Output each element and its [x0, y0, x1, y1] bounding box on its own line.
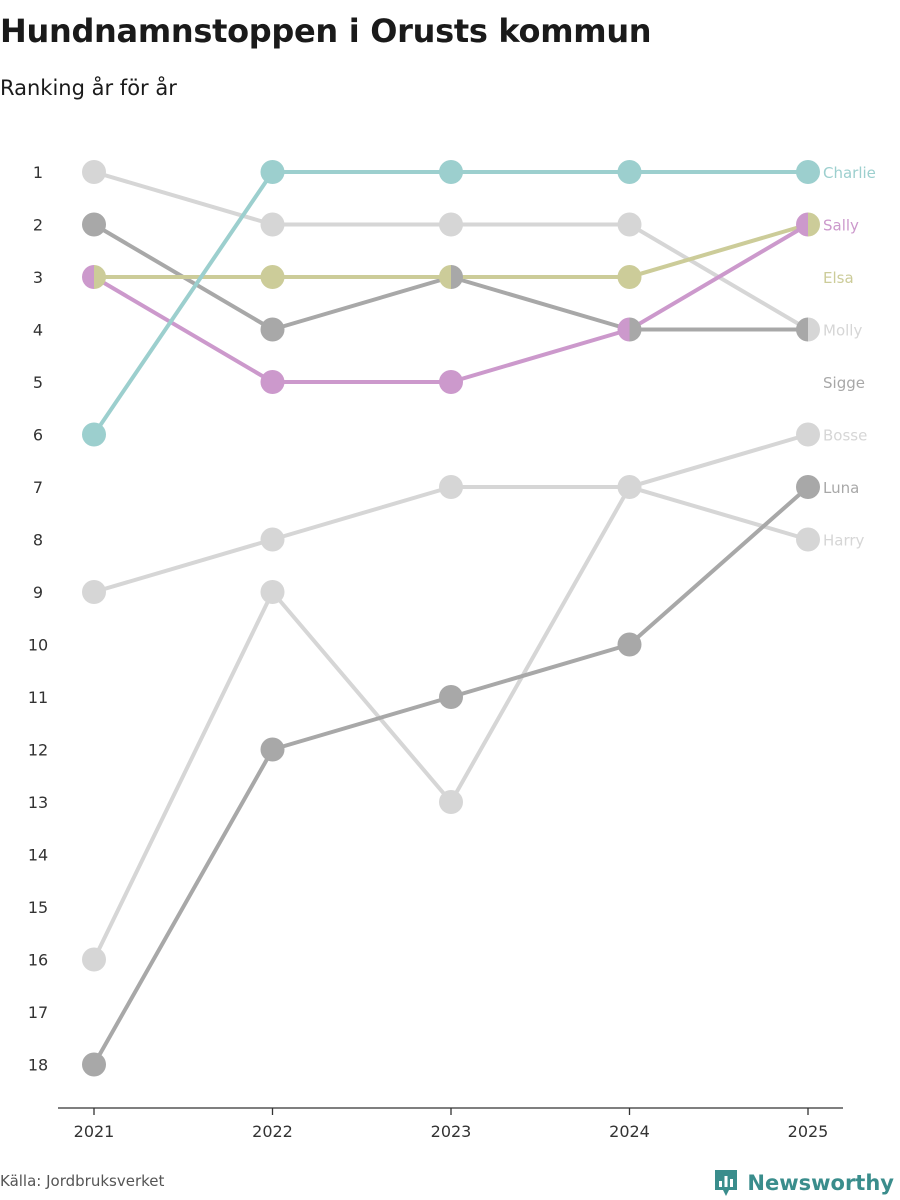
end-label-bosse: Bosse	[823, 427, 867, 445]
brand-logo: Newsworthy	[713, 1168, 894, 1198]
y-tick-label: 14	[28, 846, 48, 865]
y-tick-label: 9	[33, 583, 43, 602]
y-tick-label: 13	[28, 793, 48, 812]
chart-subtitle: Ranking år för år	[0, 76, 177, 100]
y-tick-label: 6	[33, 426, 43, 445]
newsworthy-icon	[715, 1170, 738, 1196]
point-sigge	[796, 317, 808, 342]
point-bosse	[82, 580, 106, 604]
point-luna	[82, 1052, 106, 1077]
point-molly	[260, 212, 285, 237]
point-elsa	[808, 212, 820, 237]
point-harry	[82, 947, 106, 972]
brand-name: Newsworthy	[747, 1171, 894, 1195]
point-harry	[260, 580, 285, 604]
point-luna	[617, 632, 642, 657]
y-tick-label: 16	[28, 951, 48, 970]
point-bosse	[796, 422, 820, 447]
y-tick-label: 4	[33, 321, 43, 340]
y-tick-label: 18	[28, 1056, 48, 1075]
y-tick-label: 11	[28, 688, 48, 707]
point-molly	[617, 212, 642, 237]
point-elsa	[439, 265, 451, 289]
x-tick-label: 2023	[431, 1122, 472, 1141]
point-molly	[808, 317, 820, 342]
x-tick-label: 2022	[252, 1122, 293, 1141]
point-luna	[439, 685, 463, 709]
end-label-sally: Sally	[823, 217, 859, 235]
end-label-charlie: Charlie	[823, 164, 876, 182]
x-axis-ticks: 2021 2022 2023 2024 2025	[74, 1108, 829, 1141]
chart-title: Hundnamnstoppen i Orusts kommun	[0, 12, 652, 50]
end-label-molly: Molly	[823, 322, 862, 340]
point-charlie	[439, 160, 463, 184]
end-label-sigge: Sigge	[823, 374, 865, 392]
y-tick-label: 15	[28, 898, 48, 917]
point-harry	[796, 527, 820, 552]
y-tick-label: 5	[33, 373, 43, 392]
point-elsa	[260, 265, 285, 289]
point-sigge	[82, 212, 106, 237]
series-line-charlie	[92, 170, 808, 436]
point-sally	[82, 265, 94, 289]
y-tick-label: 3	[33, 268, 43, 287]
x-tick-label: 2025	[788, 1122, 829, 1141]
point-molly	[439, 212, 463, 237]
point-elsa	[617, 265, 642, 289]
y-tick-label: 2	[33, 216, 43, 235]
series-lines	[92, 170, 810, 1066]
point-sigge	[260, 317, 285, 342]
point-sally	[439, 370, 463, 394]
point-harry	[439, 790, 463, 814]
point-sally	[796, 212, 808, 237]
point-charlie	[796, 160, 820, 184]
point-luna	[260, 737, 285, 762]
point-elsa	[94, 265, 106, 289]
end-label-luna: Luna	[823, 479, 859, 497]
point-charlie	[617, 160, 642, 184]
point-molly	[82, 160, 106, 184]
point-sally	[260, 370, 285, 394]
y-tick-label: 8	[33, 531, 43, 550]
end-label-elsa: Elsa	[823, 269, 854, 287]
y-tick-label: 7	[33, 478, 43, 497]
end-labels: Charlie Sally Elsa Molly Sigge Bosse Luna Harry	[823, 164, 876, 550]
series-line-luna	[92, 485, 810, 1066]
source-note: Källa: Jordbruksverket	[0, 1172, 165, 1190]
point-sigge	[451, 265, 463, 289]
x-tick-label: 2024	[609, 1122, 650, 1141]
point-luna	[796, 475, 820, 499]
point-charlie	[82, 422, 106, 447]
point-sally	[617, 317, 630, 342]
point-harry	[629, 475, 642, 500]
end-label-harry: Harry	[823, 532, 865, 550]
x-tick-label: 2021	[74, 1122, 115, 1141]
y-tick-label: 10	[28, 636, 48, 655]
point-bosse	[617, 475, 630, 500]
point-bosse	[439, 475, 463, 499]
y-tick-label: 12	[28, 741, 48, 760]
series-line-bosse	[93, 432, 809, 594]
series-line-molly	[93, 170, 810, 332]
series-line-sally	[92, 222, 810, 384]
series-line-harry	[92, 485, 809, 961]
series-points	[82, 160, 820, 1077]
y-tick-label: 17	[28, 1003, 48, 1022]
y-tick-label: 1	[33, 163, 43, 182]
point-sigge	[629, 317, 642, 342]
point-bosse	[260, 527, 285, 552]
point-charlie	[260, 160, 285, 184]
